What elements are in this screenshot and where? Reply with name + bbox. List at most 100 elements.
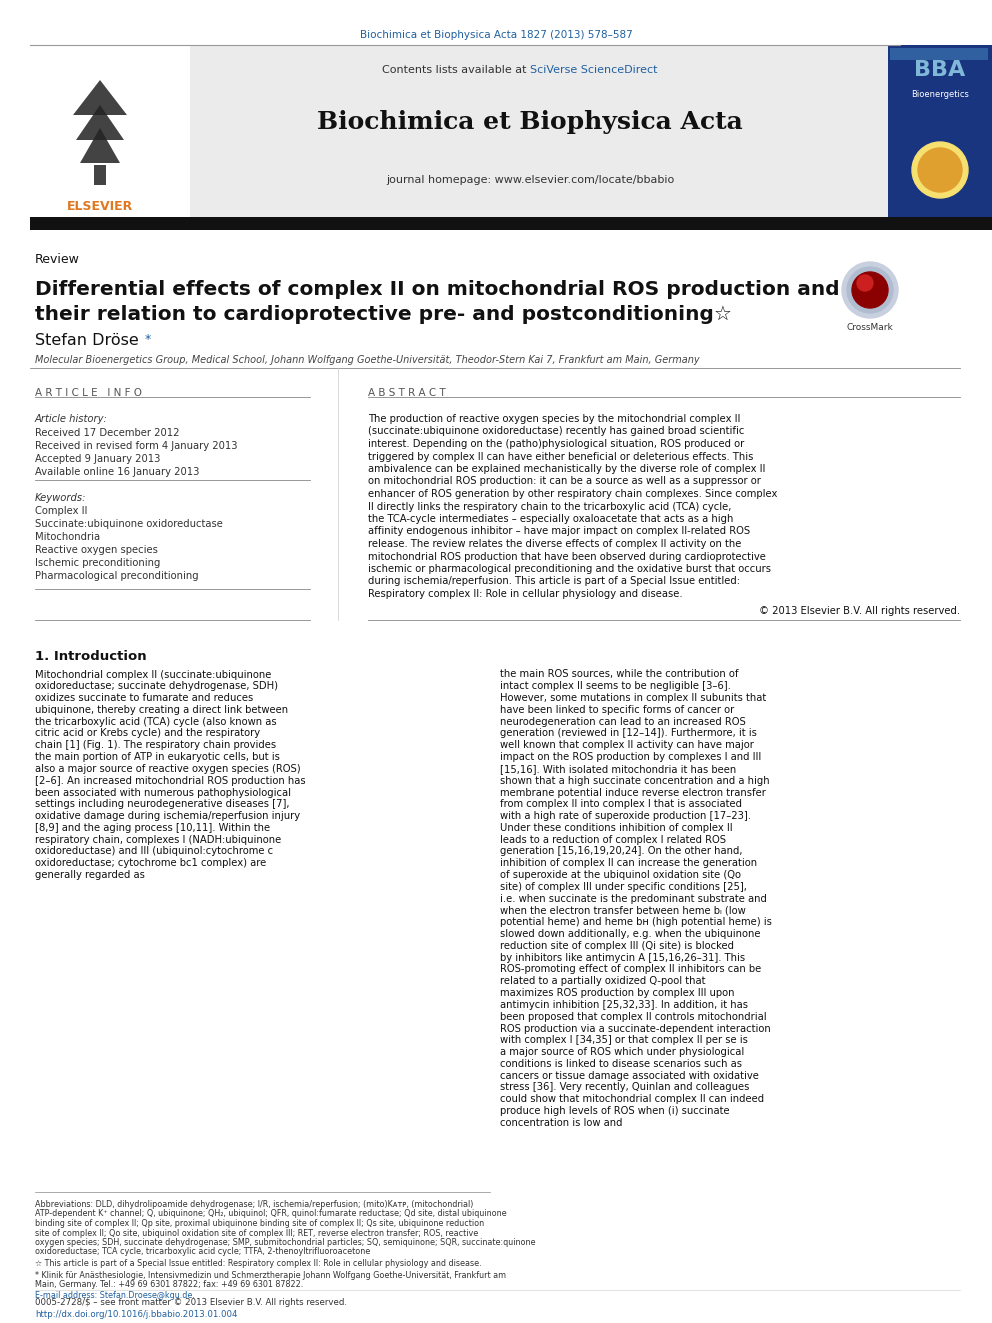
Text: respiratory chain, complexes I (NADH:ubiquinone: respiratory chain, complexes I (NADH:ubi… — [35, 835, 282, 844]
Text: II directly links the respiratory chain to the tricarboxylic acid (TCA) cycle,: II directly links the respiratory chain … — [368, 501, 731, 512]
Bar — [30, 217, 992, 230]
Text: Differential effects of complex II on mitochondrial ROS production and: Differential effects of complex II on mi… — [35, 280, 839, 299]
Text: ROS-promoting effect of complex II inhibitors can be: ROS-promoting effect of complex II inhib… — [500, 964, 761, 975]
Text: oxygen species; SDH, succinate dehydrogenase; SMP, submitochondrial particles; S: oxygen species; SDH, succinate dehydroge… — [35, 1238, 536, 1248]
Text: Biochimica et Biophysica Acta: Biochimica et Biophysica Acta — [317, 110, 743, 134]
Text: citric acid or Krebs cycle) and the respiratory: citric acid or Krebs cycle) and the resp… — [35, 729, 260, 738]
Bar — [30, 45, 190, 220]
Text: potential heme) and heme bʜ (high potential heme) is: potential heme) and heme bʜ (high potent… — [500, 917, 772, 927]
Text: their relation to cardioprotective pre- and postconditioning☆: their relation to cardioprotective pre- … — [35, 306, 732, 324]
Text: Main, Germany. Tel.: +49 69 6301 87822; fax: +49 69 6301 87822.: Main, Germany. Tel.: +49 69 6301 87822; … — [35, 1279, 304, 1289]
Text: A R T I C L E   I N F O: A R T I C L E I N F O — [35, 388, 142, 398]
Text: antimycin inhibition [25,32,33]. In addition, it has: antimycin inhibition [25,32,33]. In addi… — [500, 1000, 748, 1009]
Text: from complex II into complex I that is associated: from complex II into complex I that is a… — [500, 799, 742, 810]
Text: i.e. when succinate is the predominant substrate and: i.e. when succinate is the predominant s… — [500, 894, 767, 904]
Text: Review: Review — [35, 253, 80, 266]
Text: A B S T R A C T: A B S T R A C T — [368, 388, 445, 398]
Text: Complex II: Complex II — [35, 505, 87, 516]
Text: Stefan Dröse: Stefan Dröse — [35, 333, 139, 348]
Text: site of complex II; Qo site, ubiquinol oxidation site of complex III; RET, rever: site of complex II; Qo site, ubiquinol o… — [35, 1229, 478, 1237]
Text: ischemic or pharmacological preconditioning and the oxidative burst that occurs: ischemic or pharmacological precondition… — [368, 564, 771, 574]
Text: Received in revised form 4 January 2013: Received in revised form 4 January 2013 — [35, 441, 237, 451]
Text: release. The review relates the diverse effects of complex II activity on the: release. The review relates the diverse … — [368, 538, 741, 549]
Text: BBA: BBA — [915, 60, 965, 79]
Text: been proposed that complex II controls mitochondrial: been proposed that complex II controls m… — [500, 1012, 767, 1021]
Text: a major source of ROS which under physiological: a major source of ROS which under physio… — [500, 1046, 744, 1057]
Text: the tricarboxylic acid (TCA) cycle (also known as: the tricarboxylic acid (TCA) cycle (also… — [35, 717, 277, 726]
Text: intact complex II seems to be negligible [3–6].: intact complex II seems to be negligible… — [500, 681, 731, 692]
Text: impact on the ROS production by complexes I and III: impact on the ROS production by complexe… — [500, 751, 761, 762]
Bar — [94, 165, 106, 185]
Text: 0005-2728/$ – see front matter © 2013 Elsevier B.V. All rights reserved.: 0005-2728/$ – see front matter © 2013 El… — [35, 1298, 347, 1307]
Text: Mitochondria: Mitochondria — [35, 532, 100, 542]
Text: Biochimica et Biophysica Acta 1827 (2013) 578–587: Biochimica et Biophysica Acta 1827 (2013… — [360, 30, 632, 40]
Text: stress [36]. Very recently, Quinlan and colleagues: stress [36]. Very recently, Quinlan and … — [500, 1082, 749, 1093]
Text: the TCA-cycle intermediates – especially oxaloacetate that acts as a high: the TCA-cycle intermediates – especially… — [368, 515, 733, 524]
Text: However, some mutations in complex II subunits that: However, some mutations in complex II su… — [500, 693, 766, 703]
Text: Article history:: Article history: — [35, 414, 108, 423]
Text: settings including neurodegenerative diseases [7],: settings including neurodegenerative dis… — [35, 799, 290, 810]
Text: Keywords:: Keywords: — [35, 493, 86, 503]
Text: cancers or tissue damage associated with oxidative: cancers or tissue damage associated with… — [500, 1070, 759, 1081]
Text: generally regarded as: generally regarded as — [35, 871, 145, 880]
Text: Mitochondrial complex II (succinate:ubiquinone: Mitochondrial complex II (succinate:ubiq… — [35, 669, 272, 680]
Text: reduction site of complex III (Qi site) is blocked: reduction site of complex III (Qi site) … — [500, 941, 734, 951]
Text: Under these conditions inhibition of complex II: Under these conditions inhibition of com… — [500, 823, 733, 833]
Text: [8,9] and the aging process [10,11]. Within the: [8,9] and the aging process [10,11]. Wit… — [35, 823, 270, 833]
Text: journal homepage: www.elsevier.com/locate/bbabio: journal homepage: www.elsevier.com/locat… — [386, 175, 675, 185]
Text: inhibition of complex II can increase the generation: inhibition of complex II can increase th… — [500, 859, 757, 868]
Text: the main portion of ATP in eukaryotic cells, but is: the main portion of ATP in eukaryotic ce… — [35, 751, 280, 762]
Text: with a high rate of superoxide production [17–23].: with a high rate of superoxide productio… — [500, 811, 751, 822]
Text: generation [15,16,19,20,24]. On the other hand,: generation [15,16,19,20,24]. On the othe… — [500, 847, 742, 856]
Text: triggered by complex II can have either beneficial or deleterious effects. This: triggered by complex II can have either … — [368, 451, 753, 462]
Text: oxidoreductase; TCA cycle, tricarboxylic acid cycle; TTFA, 2-thenoyltrifluoroace: oxidoreductase; TCA cycle, tricarboxylic… — [35, 1248, 370, 1257]
Text: Accepted 9 January 2013: Accepted 9 January 2013 — [35, 454, 161, 464]
Circle shape — [918, 148, 962, 192]
Text: when the electron transfer between heme bₗ (low: when the electron transfer between heme … — [500, 905, 746, 916]
Text: ELSEVIER: ELSEVIER — [66, 200, 133, 213]
Text: shown that a high succinate concentration and a high: shown that a high succinate concentratio… — [500, 775, 770, 786]
Text: [15,16]. With isolated mitochondria it has been: [15,16]. With isolated mitochondria it h… — [500, 763, 736, 774]
Text: been associated with numerous pathophysiological: been associated with numerous pathophysi… — [35, 787, 291, 798]
Text: well known that complex II activity can have major: well known that complex II activity can … — [500, 741, 754, 750]
Text: enhancer of ROS generation by other respiratory chain complexes. Since complex: enhancer of ROS generation by other resp… — [368, 490, 778, 499]
Text: site) of complex III under specific conditions [25],: site) of complex III under specific cond… — [500, 882, 747, 892]
Circle shape — [847, 267, 893, 314]
Text: slowed down additionally, e.g. when the ubiquinone: slowed down additionally, e.g. when the … — [500, 929, 761, 939]
Text: of superoxide at the ubiquinol oxidation site (Qo: of superoxide at the ubiquinol oxidation… — [500, 871, 741, 880]
Text: Abbreviations: DLD, dihydrolipoamide dehydrogenase; I/R, ischemia/reperfusion; (: Abbreviations: DLD, dihydrolipoamide deh… — [35, 1200, 473, 1209]
Text: Contents lists available at: Contents lists available at — [382, 65, 530, 75]
Text: oxidoreductase; cytochrome bc1 complex) are: oxidoreductase; cytochrome bc1 complex) … — [35, 859, 266, 868]
Text: oxidative damage during ischemia/reperfusion injury: oxidative damage during ischemia/reperfu… — [35, 811, 301, 822]
Text: (succinate:ubiquinone oxidoreductase) recently has gained broad scientific: (succinate:ubiquinone oxidoreductase) re… — [368, 426, 744, 437]
Text: neurodegeneration can lead to an increased ROS: neurodegeneration can lead to an increas… — [500, 717, 746, 726]
Text: http://dx.doi.org/10.1016/j.bbabio.2013.01.004: http://dx.doi.org/10.1016/j.bbabio.2013.… — [35, 1310, 237, 1319]
Text: Bioenergetics: Bioenergetics — [911, 90, 969, 99]
Text: by inhibitors like antimycin A [15,16,26–31]. This: by inhibitors like antimycin A [15,16,26… — [500, 953, 745, 963]
Circle shape — [857, 275, 873, 291]
Text: oxidoreductase) and III (ubiquinol:cytochrome c: oxidoreductase) and III (ubiquinol:cytoc… — [35, 847, 273, 856]
Text: have been linked to specific forms of cancer or: have been linked to specific forms of ca… — [500, 705, 734, 714]
Text: during ischemia/reperfusion. This article is part of a Special Issue entitled:: during ischemia/reperfusion. This articl… — [368, 577, 740, 586]
Text: [2–6]. An increased mitochondrial ROS production has: [2–6]. An increased mitochondrial ROS pr… — [35, 775, 306, 786]
Circle shape — [852, 273, 888, 308]
Text: related to a partially oxidized Q-pool that: related to a partially oxidized Q-pool t… — [500, 976, 705, 987]
Text: oxidizes succinate to fumarate and reduces: oxidizes succinate to fumarate and reduc… — [35, 693, 253, 703]
Text: with complex I [34,35] or that complex II per se is: with complex I [34,35] or that complex I… — [500, 1036, 748, 1045]
Bar — [888, 45, 992, 220]
Text: oxidoreductase; succinate dehydrogenase, SDH): oxidoreductase; succinate dehydrogenase,… — [35, 681, 278, 692]
Text: * Klinik für Anästhesiologie, Intensivmedizin und Schmerztherapie Johann Wolfgan: * Klinik für Anästhesiologie, Intensivme… — [35, 1270, 506, 1279]
Text: the main ROS sources, while the contribution of: the main ROS sources, while the contribu… — [500, 669, 738, 680]
Text: ROS production via a succinate-dependent interaction: ROS production via a succinate-dependent… — [500, 1024, 771, 1033]
Text: maximizes ROS production by complex III upon: maximizes ROS production by complex III … — [500, 988, 734, 998]
Polygon shape — [80, 128, 120, 163]
Text: Ischemic preconditioning: Ischemic preconditioning — [35, 558, 161, 568]
Bar — [190, 45, 890, 220]
Text: Pharmacological preconditioning: Pharmacological preconditioning — [35, 572, 198, 581]
Text: Reactive oxygen species: Reactive oxygen species — [35, 545, 158, 556]
Polygon shape — [76, 105, 124, 140]
Text: interest. Depending on the (patho)physiological situation, ROS produced or: interest. Depending on the (patho)physio… — [368, 439, 744, 448]
Text: © 2013 Elsevier B.V. All rights reserved.: © 2013 Elsevier B.V. All rights reserved… — [759, 606, 960, 617]
Text: ☆ This article is part of a Special Issue entitled: Respiratory complex II: Role: ☆ This article is part of a Special Issu… — [35, 1259, 482, 1267]
Text: leads to a reduction of complex I related ROS: leads to a reduction of complex I relate… — [500, 835, 726, 844]
